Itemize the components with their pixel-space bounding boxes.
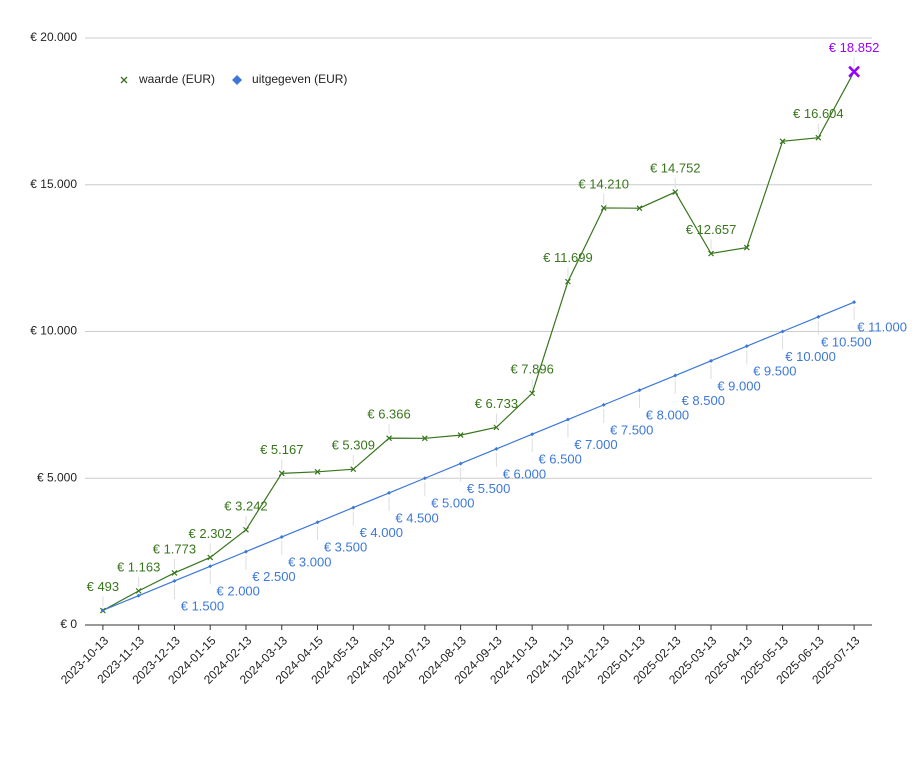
marker xyxy=(816,314,821,319)
marker xyxy=(387,490,392,495)
y-tick-label: € 15.000 xyxy=(30,177,77,191)
marker xyxy=(278,470,285,477)
data-label: € 1.773 xyxy=(153,541,196,556)
data-label: € 7.500 xyxy=(610,422,653,437)
data-label: € 4.500 xyxy=(395,510,438,525)
data-label: € 6.000 xyxy=(503,466,546,481)
data-label: € 18.852 xyxy=(829,40,880,55)
data-label: € 8.500 xyxy=(682,393,725,408)
marker xyxy=(208,564,213,569)
data-label: € 10.500 xyxy=(821,334,872,349)
marker xyxy=(600,205,607,211)
data-label: € 14.210 xyxy=(578,176,629,191)
marker xyxy=(315,520,320,525)
y-tick-label: € 10.000 xyxy=(30,324,77,338)
data-label: € 6.733 xyxy=(475,396,518,411)
marker xyxy=(709,358,714,363)
data-label: € 493 xyxy=(87,579,120,594)
data-label: € 3.000 xyxy=(288,554,331,569)
data-label: € 2.500 xyxy=(252,569,295,584)
marker xyxy=(279,534,284,539)
data-label: € 2.302 xyxy=(189,526,232,541)
series-line xyxy=(102,301,855,611)
y-tick-label: € 0 xyxy=(60,617,77,631)
data-label: € 4.000 xyxy=(360,525,403,540)
marker xyxy=(529,390,536,397)
data-label: € 1.163 xyxy=(117,559,160,574)
data-label: € 2.000 xyxy=(217,584,260,599)
marker xyxy=(636,205,643,212)
data-label: € 8.000 xyxy=(646,408,689,423)
legend-marker xyxy=(120,76,128,84)
marker xyxy=(243,549,248,554)
marker xyxy=(494,446,499,451)
marker xyxy=(779,138,786,145)
marker xyxy=(708,250,714,257)
data-label: € 14.752 xyxy=(650,160,701,175)
marker xyxy=(100,608,105,613)
y-tick-label: € 20.000 xyxy=(30,30,77,44)
data-label: € 3.500 xyxy=(324,540,367,555)
data-label: € 5.500 xyxy=(467,481,510,496)
marker xyxy=(565,417,570,422)
marker xyxy=(171,570,178,576)
data-label: € 5.309 xyxy=(332,438,375,453)
series-line xyxy=(102,71,855,612)
data-label: € 12.657 xyxy=(686,222,737,237)
marker xyxy=(314,468,321,475)
data-label: € 6.500 xyxy=(538,452,581,467)
marker xyxy=(386,435,392,442)
marker xyxy=(422,476,427,481)
data-label: € 1.500 xyxy=(181,598,224,613)
marker xyxy=(852,300,857,305)
marker xyxy=(172,578,177,583)
data-label: € 11.000 xyxy=(857,320,907,335)
data-label: € 5.000 xyxy=(431,496,474,511)
legend-label: waarde (EUR) xyxy=(138,72,215,86)
marker xyxy=(637,388,642,393)
data-label: € 6.366 xyxy=(367,407,410,422)
data-label: € 3.242 xyxy=(224,498,267,513)
legend-marker xyxy=(232,75,243,85)
data-label: € 5.167 xyxy=(260,442,303,457)
data-label: € 9.500 xyxy=(753,364,796,379)
marker xyxy=(351,505,356,510)
marker xyxy=(530,432,535,437)
marker xyxy=(457,432,464,439)
data-label: € 16.604 xyxy=(793,106,844,121)
y-tick-label: € 5.000 xyxy=(37,470,77,484)
data-label: € 7.896 xyxy=(510,362,553,377)
marker xyxy=(243,526,249,533)
marker xyxy=(672,189,679,195)
marker xyxy=(350,466,357,473)
legend-label: uitgegeven (EUR) xyxy=(252,72,347,86)
marker xyxy=(743,244,750,251)
data-label: € 10.000 xyxy=(785,349,836,364)
highlight-marker xyxy=(848,65,860,78)
marker xyxy=(780,329,785,334)
marker xyxy=(135,587,142,594)
marker xyxy=(458,461,463,466)
marker xyxy=(744,344,749,349)
marker xyxy=(421,435,428,442)
marker xyxy=(815,134,822,141)
data-label: € 11.699 xyxy=(543,250,593,265)
marker xyxy=(136,593,141,598)
data-label: € 7.000 xyxy=(574,437,617,452)
marker xyxy=(493,424,500,431)
marker xyxy=(673,373,678,378)
marker xyxy=(207,554,214,561)
data-label: € 9.000 xyxy=(717,378,760,393)
marker xyxy=(601,402,606,407)
marker xyxy=(565,278,571,285)
